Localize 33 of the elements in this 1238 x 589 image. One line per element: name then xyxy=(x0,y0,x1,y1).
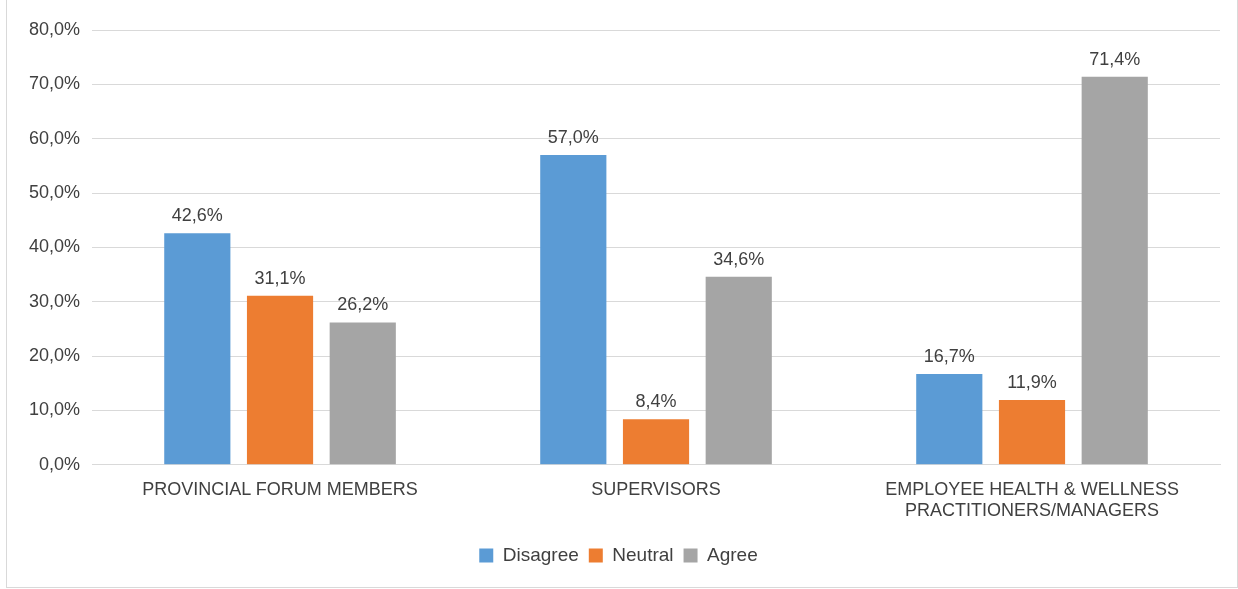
y-tick-label: 40,0% xyxy=(28,236,81,257)
legend-label: Disagree xyxy=(502,543,579,565)
data-label: 16,7% xyxy=(923,346,975,366)
data-label: 8,4% xyxy=(635,391,677,412)
data-label: 34,6% xyxy=(713,248,765,269)
legend-label: Neutral xyxy=(612,543,674,565)
y-tick-label: 10,0% xyxy=(28,399,81,420)
x-tick-label: EMPLOYEE HEALTH & WELLNESS PRACTITIONERS/MANAGERS xyxy=(885,478,1179,521)
y-tick-label: 50,0% xyxy=(28,182,81,203)
bar xyxy=(622,419,690,465)
x-tick-label: SUPERVISORS xyxy=(591,478,721,499)
bar xyxy=(164,233,231,465)
data-label: 71,4% xyxy=(1089,48,1141,69)
y-tick-label: 70,0% xyxy=(28,73,81,94)
data-label: 42,6% xyxy=(171,205,223,226)
data-label: 31,1% xyxy=(254,267,306,288)
legend-label: Agree xyxy=(707,543,758,565)
data-label: 26,2% xyxy=(337,294,389,315)
x-tick-label: PROVINCIAL FORUM MEMBERS xyxy=(142,478,418,499)
bar xyxy=(540,155,607,465)
y-tick-label: 0,0% xyxy=(39,453,81,474)
y-tick-label: 80,0% xyxy=(28,18,81,39)
bar xyxy=(916,374,983,465)
bar xyxy=(329,322,396,465)
y-tick-label: 60,0% xyxy=(28,127,81,148)
data-label: 57,0% xyxy=(547,126,599,147)
bar xyxy=(998,400,1066,465)
data-label: 11,9% xyxy=(1007,372,1057,393)
bar xyxy=(705,276,772,465)
bar xyxy=(246,295,314,465)
y-tick-label: 30,0% xyxy=(28,290,81,311)
bar xyxy=(1081,76,1148,465)
y-tick-label: 20,0% xyxy=(28,345,81,366)
